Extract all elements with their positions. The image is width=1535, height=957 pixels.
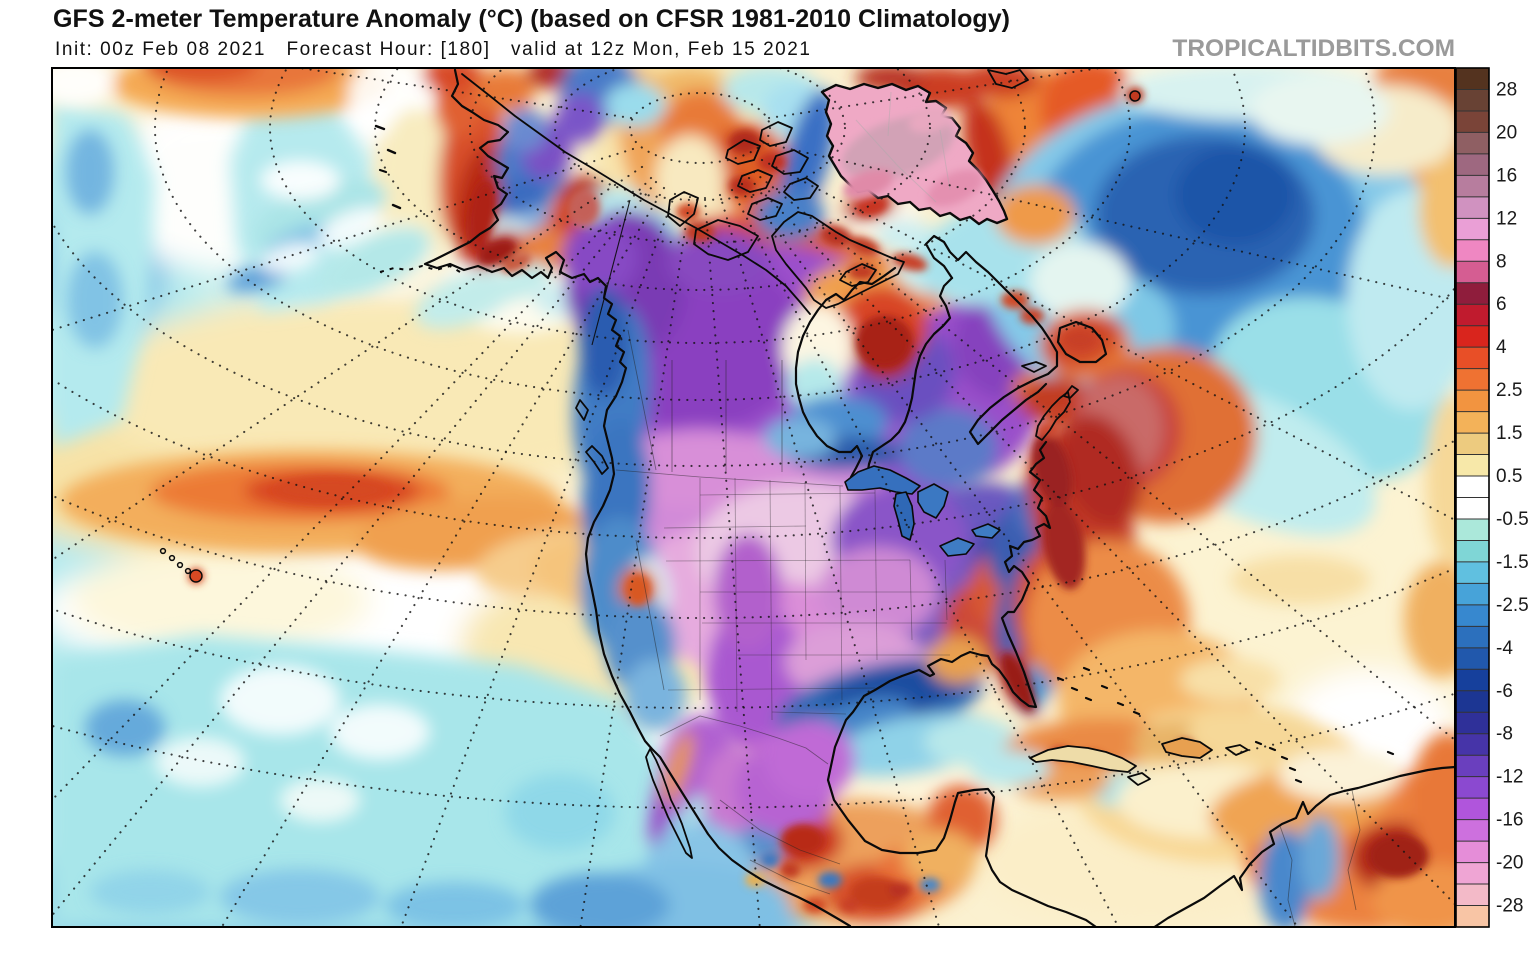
svg-text:4: 4 bbox=[1496, 337, 1507, 358]
svg-text:-8: -8 bbox=[1496, 724, 1513, 745]
svg-text:12: 12 bbox=[1496, 208, 1517, 229]
svg-text:-0.5: -0.5 bbox=[1496, 509, 1529, 530]
svg-text:-28: -28 bbox=[1496, 896, 1523, 917]
svg-text:2.5: 2.5 bbox=[1496, 380, 1522, 401]
svg-text:-12: -12 bbox=[1496, 767, 1523, 788]
svg-text:-2.5: -2.5 bbox=[1496, 595, 1529, 616]
svg-text:0.5: 0.5 bbox=[1496, 466, 1522, 487]
svg-text:-6: -6 bbox=[1496, 681, 1513, 702]
svg-text:GFS 2-meter Temperature Anomal: GFS 2-meter Temperature Anomaly (°C) (ba… bbox=[53, 5, 1010, 33]
svg-text:-16: -16 bbox=[1496, 810, 1523, 831]
svg-text:-1.5: -1.5 bbox=[1496, 552, 1529, 573]
svg-text:28: 28 bbox=[1496, 79, 1517, 100]
svg-text:-4: -4 bbox=[1496, 638, 1513, 659]
svg-text:8: 8 bbox=[1496, 251, 1507, 272]
svg-text:16: 16 bbox=[1496, 165, 1517, 186]
svg-text:-20: -20 bbox=[1496, 853, 1523, 874]
svg-text:20: 20 bbox=[1496, 122, 1517, 143]
svg-text:TROPICALTIDBITS.COM: TROPICALTIDBITS.COM bbox=[1172, 35, 1455, 62]
svg-text:6: 6 bbox=[1496, 294, 1507, 315]
svg-text:1.5: 1.5 bbox=[1496, 423, 1522, 444]
